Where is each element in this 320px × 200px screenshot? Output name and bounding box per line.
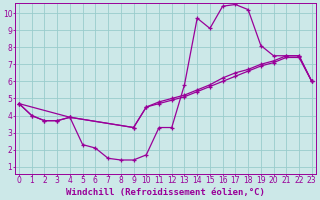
X-axis label: Windchill (Refroidissement éolien,°C): Windchill (Refroidissement éolien,°C): [66, 188, 265, 197]
